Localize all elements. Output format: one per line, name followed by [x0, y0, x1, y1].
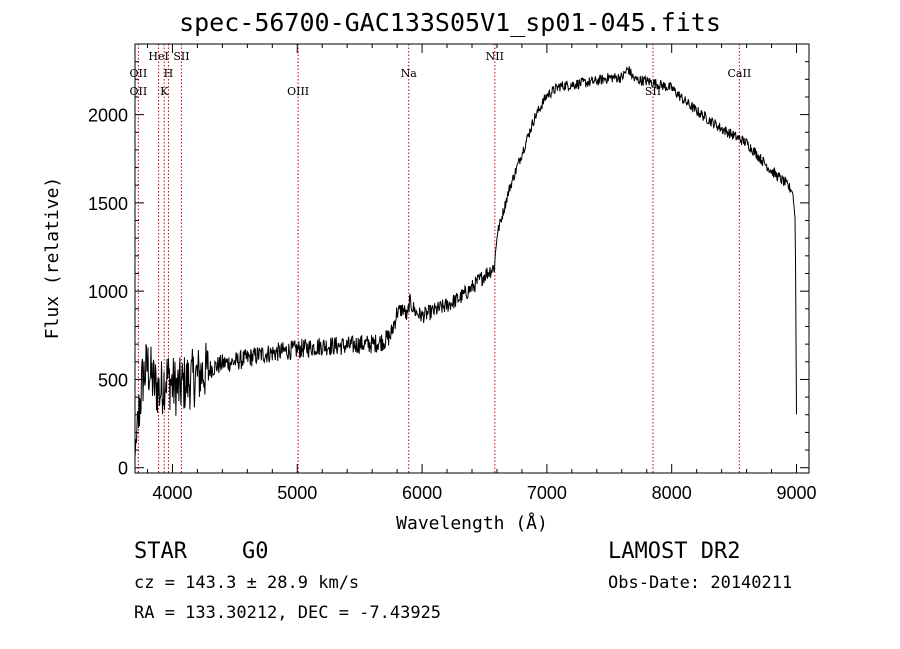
y-tick-label: 1500	[88, 194, 128, 214]
x-axis-label: Wavelength (Å)	[396, 512, 548, 534]
x-tick-label: 5000	[277, 483, 317, 503]
x-tick-label: 4000	[152, 483, 192, 503]
spectral-line-label: Na	[401, 67, 418, 80]
spectral-line-label: K	[160, 85, 169, 98]
spectral-line-label: OIII	[287, 85, 309, 98]
x-tick-label: 6000	[402, 483, 442, 503]
object-class: STAR	[134, 539, 187, 564]
redshift-readout: cz = 143.3 ± 28.9 km/s	[134, 573, 360, 593]
survey-name: LAMOST DR2	[608, 539, 741, 564]
y-tick-label: 500	[98, 370, 128, 390]
spectral-line-label: OII	[130, 85, 148, 98]
y-tick-label: 1000	[88, 282, 128, 302]
spectral-line-label: NII	[486, 50, 504, 63]
y-axis-label: Flux (relative)	[42, 177, 63, 340]
chart-title: spec-56700-GAC133S05V1_sp01-045.fits	[179, 8, 721, 37]
spectral-line-label: CaII	[728, 67, 752, 80]
coordinates-readout: RA = 133.30212, DEC = -7.43925	[134, 603, 442, 623]
spectral-line-label: H	[164, 67, 174, 80]
plot-frame	[134, 43, 810, 474]
object-subclass: G0	[242, 539, 269, 564]
spectrum-series-line	[134, 66, 797, 459]
y-tick-label: 0	[118, 459, 128, 479]
x-tick-label: 7000	[527, 483, 567, 503]
spectral-line-label: HeI	[148, 50, 168, 63]
y-tick-label: 2000	[88, 106, 128, 126]
x-tick-label: 8000	[652, 483, 692, 503]
spectral-line-label: SII	[173, 50, 189, 63]
spectral-line-label: OII	[130, 67, 148, 80]
x-tick-label: 9000	[776, 483, 816, 503]
observation-date: Obs-Date: 20140211	[608, 573, 793, 593]
